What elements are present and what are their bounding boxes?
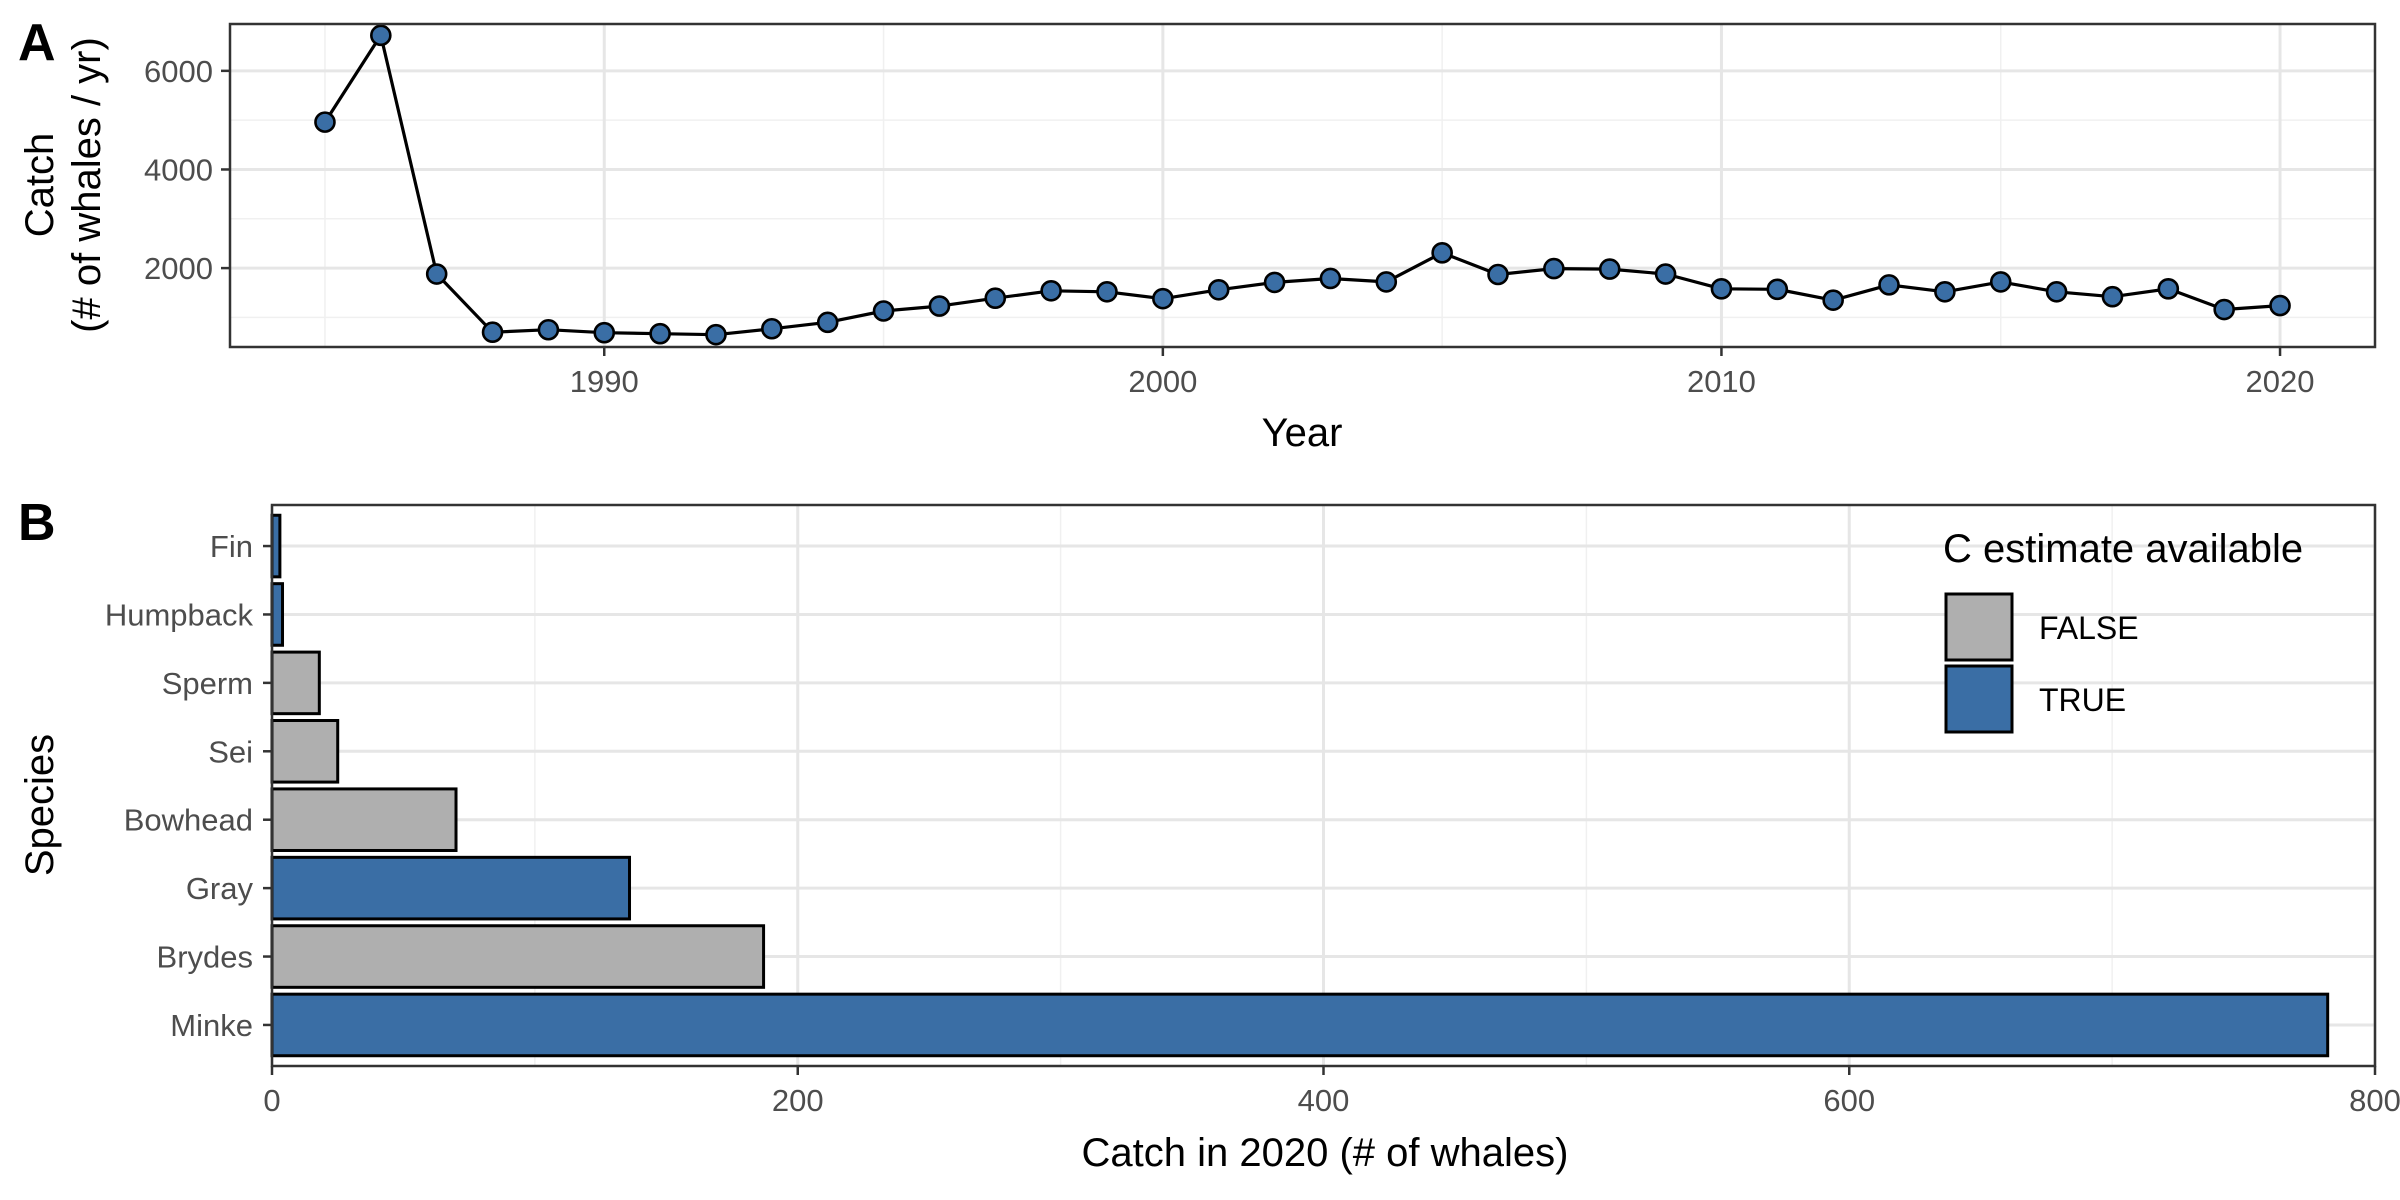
data-point (1710, 278, 1733, 300)
data-point (1040, 279, 1062, 302)
x-tick-label: 0 (263, 1083, 280, 1118)
data-point (1263, 271, 1286, 294)
data-point (1822, 289, 1844, 311)
data-point (370, 24, 392, 47)
data-point (1654, 263, 1677, 285)
data-point (1934, 280, 1956, 303)
legend-key-false (1944, 592, 2014, 662)
category-label: Bowhead (124, 803, 253, 838)
panel-b-border (270, 503, 2377, 1068)
panel-b-x-axis-title: Catch in 2020 (# of whales) (1082, 1131, 1569, 1175)
category-label: Humpback (105, 597, 254, 632)
data-point (2157, 278, 2180, 300)
x-tick-label: 800 (2349, 1083, 2400, 1118)
data-point (425, 263, 448, 285)
data-point (1989, 271, 2012, 293)
data-point (816, 311, 839, 334)
panel-a-plot-area: 1990 2000 2010 2020 2000 4000 6000 (144, 22, 2377, 399)
data-point (1152, 287, 1174, 310)
panel-a-line-chart: A 1990 2000 2010 2020 2000 4000 6000 Year Catc… (18, 14, 2377, 455)
data-point (1487, 263, 1509, 286)
category-label: Brydes (157, 940, 253, 975)
legend: C estimate available FALSE TRUE (1943, 527, 2303, 734)
x-tick-label: 200 (772, 1083, 824, 1118)
category-label: Gray (186, 871, 254, 906)
bar-minke (270, 992, 2330, 1058)
data-point (537, 318, 560, 341)
bar-brydes (270, 924, 766, 989)
legend-label-true: TRUE (2039, 682, 2126, 718)
panel-a-y-axis-title-line-1: Catch (18, 133, 62, 238)
x-tick-label: 400 (1298, 1083, 1350, 1118)
bar-sei (270, 719, 340, 784)
data-point (872, 300, 895, 322)
data-point (1431, 242, 1453, 264)
data-point (2101, 285, 2124, 308)
data-point (481, 321, 504, 344)
data-point (761, 317, 783, 340)
panel-b-tag: B (18, 494, 56, 552)
data-point (1543, 257, 1565, 280)
data-point (1207, 278, 1230, 301)
data-point (649, 322, 671, 345)
data-point (1319, 267, 1342, 290)
panel-b-bar-chart: B 0 200 400 600 800 Fin Humpback Sperm Sei Bowhea… (18, 494, 2400, 1175)
data-point (984, 287, 1007, 309)
legend-title: C estimate available (1943, 527, 2303, 571)
data-point (2269, 294, 2291, 317)
data-point (1096, 280, 1118, 303)
category-label: Sperm (162, 666, 253, 701)
bar-sperm (270, 650, 321, 716)
data-point (1766, 278, 1789, 301)
data-point (1375, 271, 1398, 293)
y-tick-label: 2000 (144, 251, 213, 286)
x-tick-label: 2000 (1128, 364, 1197, 399)
panel-a-border (228, 22, 2377, 349)
catch-series-line (323, 33, 2281, 337)
x-tick-label: 600 (1823, 1083, 1875, 1118)
y-tick-label: 6000 (144, 54, 213, 89)
data-point (1598, 258, 1621, 280)
panel-a-tag: A (18, 14, 56, 72)
category-label: Fin (210, 529, 253, 564)
panel-b-y-axis-title: Species (18, 734, 62, 876)
legend-label-false: FALSE (2039, 610, 2139, 646)
x-tick-label: 2020 (2246, 364, 2315, 399)
category-label: Minke (170, 1008, 253, 1043)
data-point (928, 295, 951, 317)
x-tick-label: 1990 (570, 364, 639, 399)
bar-bowhead (270, 787, 458, 852)
x-tick-label: 2010 (1687, 364, 1756, 399)
category-label: Sei (208, 734, 253, 769)
panel-a-x-axis-title: Year (1262, 411, 1343, 455)
data-point (593, 321, 616, 344)
data-point (2213, 298, 2235, 321)
data-point (705, 323, 727, 346)
legend-key-true (1944, 664, 2014, 734)
data-point (1878, 274, 1900, 296)
bar-humpback (270, 582, 285, 647)
panel-b-plot-area: 0 200 400 600 800 Fin Humpback Sperm Sei Bowhead G… (105, 503, 2400, 1118)
y-tick-label: 4000 (144, 152, 213, 187)
data-point (314, 111, 336, 133)
panel-a-y-axis-title-line-2: (# of whales / yr) (65, 37, 109, 333)
bar-gray (270, 855, 632, 921)
data-point (2045, 280, 2068, 303)
